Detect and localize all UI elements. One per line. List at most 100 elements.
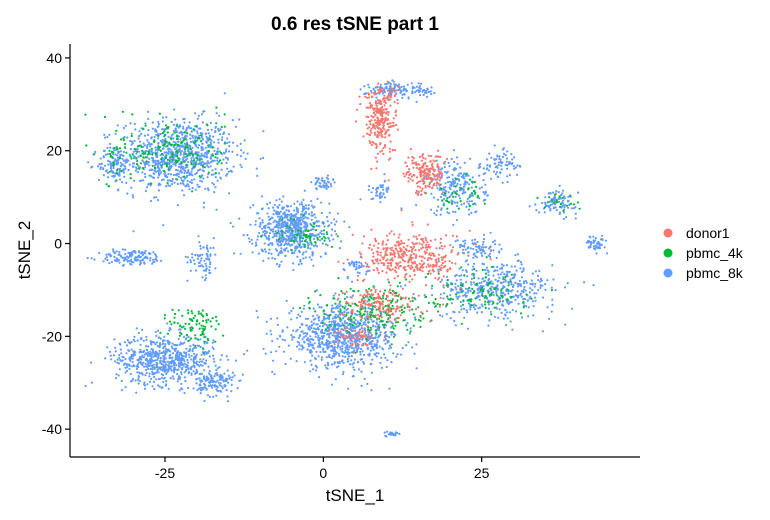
point-pbmc_8k	[125, 363, 128, 366]
point-pbmc_8k	[408, 332, 412, 335]
point-pbmc_8k	[383, 353, 386, 356]
point-pbmc_8k	[360, 324, 363, 327]
point-pbmc_8k	[207, 173, 210, 176]
point-pbmc_8k	[200, 113, 204, 116]
point-pbmc_8k	[273, 219, 277, 222]
point-pbmc_8k	[324, 364, 327, 367]
point-pbmc_8k	[347, 387, 350, 390]
point-pbmc_8k	[190, 372, 193, 375]
point-pbmc_8k	[162, 128, 166, 131]
point-pbmc_8k	[147, 117, 150, 120]
point-pbmc_8k	[385, 430, 389, 433]
point-pbmc_8k	[336, 315, 339, 318]
point-pbmc_8k	[290, 214, 293, 217]
point-pbmc_8k	[444, 182, 447, 185]
point-pbmc_8k	[286, 218, 289, 221]
point-pbmc_8k	[123, 164, 126, 167]
point-pbmc_8k	[149, 252, 152, 255]
point-pbmc_8k	[389, 85, 392, 88]
point-pbmc_8k	[230, 170, 233, 173]
point-pbmc_4k	[166, 182, 169, 185]
point-pbmc_8k	[504, 154, 507, 157]
point-pbmc_8k	[311, 323, 314, 326]
point-pbmc_4k	[196, 319, 199, 322]
point-pbmc_8k	[158, 162, 161, 165]
point-pbmc_8k	[148, 380, 152, 383]
point-pbmc_8k	[323, 225, 326, 228]
point-pbmc_8k	[370, 318, 373, 321]
point-pbmc_8k	[458, 197, 462, 200]
point-pbmc_8k	[275, 234, 278, 237]
point-pbmc_8k	[405, 89, 408, 92]
point-pbmc_8k	[299, 222, 303, 225]
point-pbmc_8k	[185, 126, 189, 130]
point-pbmc_8k	[195, 160, 198, 163]
point-pbmc_8k	[359, 88, 362, 91]
point-pbmc_8k	[297, 249, 301, 252]
point-pbmc_8k	[201, 253, 204, 256]
point-pbmc_8k	[157, 184, 160, 187]
point-pbmc_8k	[153, 160, 156, 163]
point-pbmc_8k	[130, 132, 133, 135]
point-pbmc_4k	[124, 146, 127, 149]
point-pbmc_8k	[284, 242, 287, 245]
point-pbmc_4k	[173, 131, 176, 134]
point-pbmc_8k	[314, 216, 317, 219]
point-pbmc_8k	[147, 367, 150, 371]
point-pbmc_8k	[301, 253, 304, 256]
point-pbmc_8k	[204, 269, 207, 272]
point-pbmc_4k	[194, 125, 197, 128]
point-pbmc_8k	[182, 125, 185, 128]
point-pbmc_8k	[258, 217, 261, 220]
point-pbmc_8k	[174, 347, 178, 350]
point-pbmc_8k	[375, 355, 378, 358]
point-pbmc_8k	[519, 292, 523, 295]
point-pbmc_8k	[154, 359, 157, 362]
point-pbmc_8k	[184, 362, 187, 365]
point-pbmc_8k	[452, 310, 455, 313]
point-pbmc_8k	[180, 170, 183, 173]
point-pbmc_8k	[371, 340, 374, 343]
point-pbmc_8k	[326, 220, 329, 223]
point-pbmc_8k	[335, 366, 339, 369]
point-pbmc_8k	[327, 225, 330, 228]
point-pbmc_8k	[461, 269, 464, 272]
point-pbmc_8k	[117, 189, 120, 192]
point-pbmc_8k	[293, 225, 296, 228]
point-pbmc_8k	[187, 371, 190, 375]
point-pbmc_8k	[152, 251, 155, 254]
point-pbmc_8k	[161, 374, 165, 377]
point-pbmc_8k	[494, 162, 497, 165]
point-pbmc_8k	[209, 141, 212, 144]
point-pbmc_8k	[506, 150, 509, 153]
point-pbmc_8k	[321, 177, 324, 180]
point-pbmc_8k	[513, 274, 516, 277]
point-pbmc_8k	[296, 246, 299, 249]
point-pbmc_8k	[528, 205, 531, 208]
point-pbmc_8k	[516, 285, 520, 288]
point-pbmc_8k	[532, 314, 535, 317]
point-pbmc_8k	[119, 161, 122, 164]
point-pbmc_4k	[165, 127, 169, 130]
point-pbmc_8k	[323, 323, 326, 326]
point-pbmc_8k	[413, 316, 417, 319]
point-pbmc_8k	[312, 264, 315, 267]
point-pbmc_8k	[196, 344, 199, 347]
point-pbmc_8k	[262, 347, 265, 350]
point-pbmc_8k	[207, 365, 210, 368]
point-pbmc_8k	[227, 133, 230, 136]
point-pbmc_8k	[248, 240, 251, 243]
point-pbmc_8k	[302, 230, 305, 233]
point-pbmc_8k	[320, 306, 323, 309]
point-pbmc_4k	[129, 177, 132, 180]
point-pbmc_4k	[121, 110, 124, 113]
point-pbmc_8k	[193, 178, 196, 181]
point-pbmc_8k	[522, 291, 525, 294]
point-pbmc_8k	[132, 162, 135, 165]
point-pbmc_8k	[284, 362, 287, 366]
point-pbmc_8k	[481, 248, 485, 251]
point-pbmc_8k	[137, 164, 140, 167]
point-pbmc_8k	[522, 269, 525, 272]
point-pbmc_8k	[516, 164, 519, 167]
point-pbmc_4k	[192, 159, 195, 162]
